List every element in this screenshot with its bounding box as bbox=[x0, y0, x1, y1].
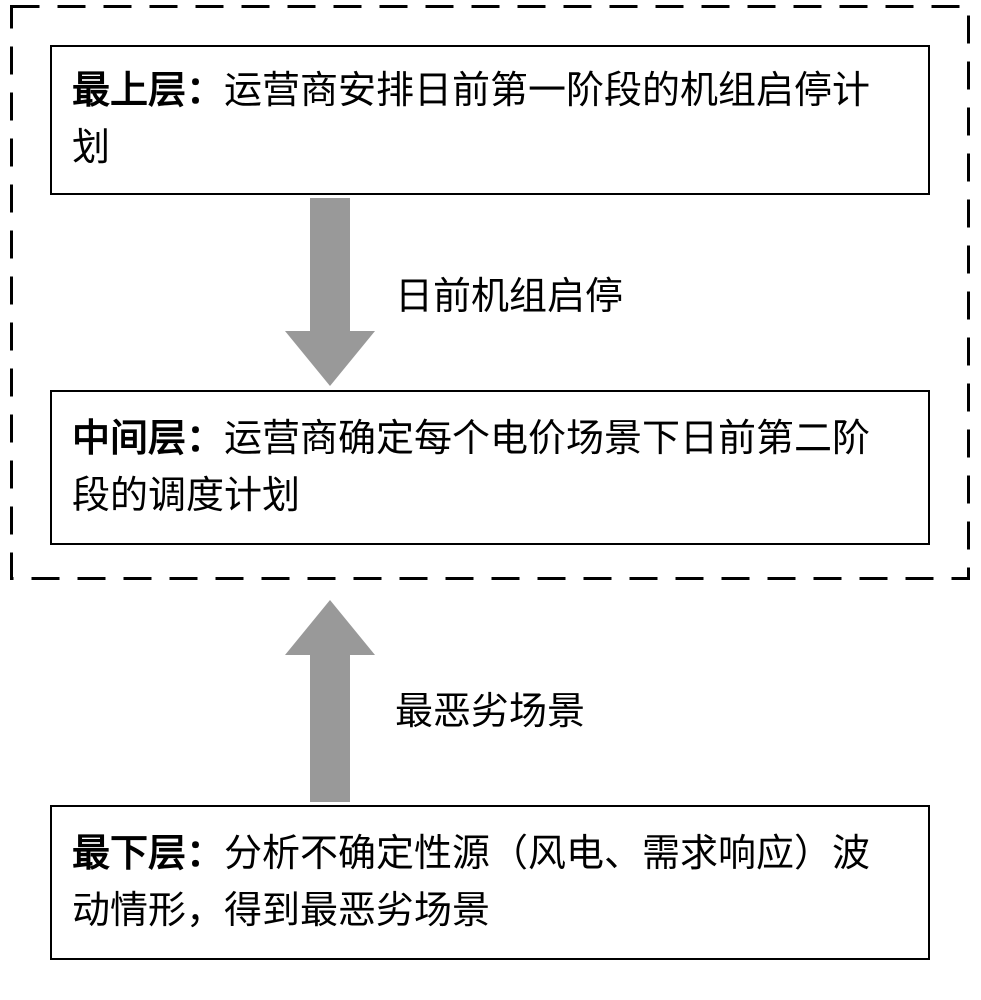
arrow-down-icon bbox=[285, 198, 375, 388]
arrow1-label: 日前机组启停 bbox=[395, 265, 623, 320]
arrow2-label: 最恶劣场景 bbox=[395, 680, 585, 735]
arrow-up-icon bbox=[285, 600, 375, 802]
middle-layer-text: 中间层：运营商确定每个电价场景下日前第二阶段的调度计划 bbox=[72, 411, 908, 525]
top-layer-box: 最上层：运营商安排日前第一阶段的机组启停计划 bbox=[50, 45, 930, 195]
middle-layer-box: 中间层：运营商确定每个电价场景下日前第二阶段的调度计划 bbox=[50, 390, 930, 545]
top-layer-label: 最上层： bbox=[72, 70, 224, 112]
bottom-layer-text: 最下层：分析不确定性源（风电、需求响应）波动情形，得到最恶劣场景 bbox=[72, 826, 908, 940]
middle-layer-label: 中间层： bbox=[72, 418, 224, 460]
bottom-layer-box: 最下层：分析不确定性源（风电、需求响应）波动情形，得到最恶劣场景 bbox=[50, 805, 930, 960]
bottom-layer-label: 最下层： bbox=[72, 833, 224, 875]
top-layer-text: 最上层：运营商安排日前第一阶段的机组启停计划 bbox=[72, 63, 908, 177]
